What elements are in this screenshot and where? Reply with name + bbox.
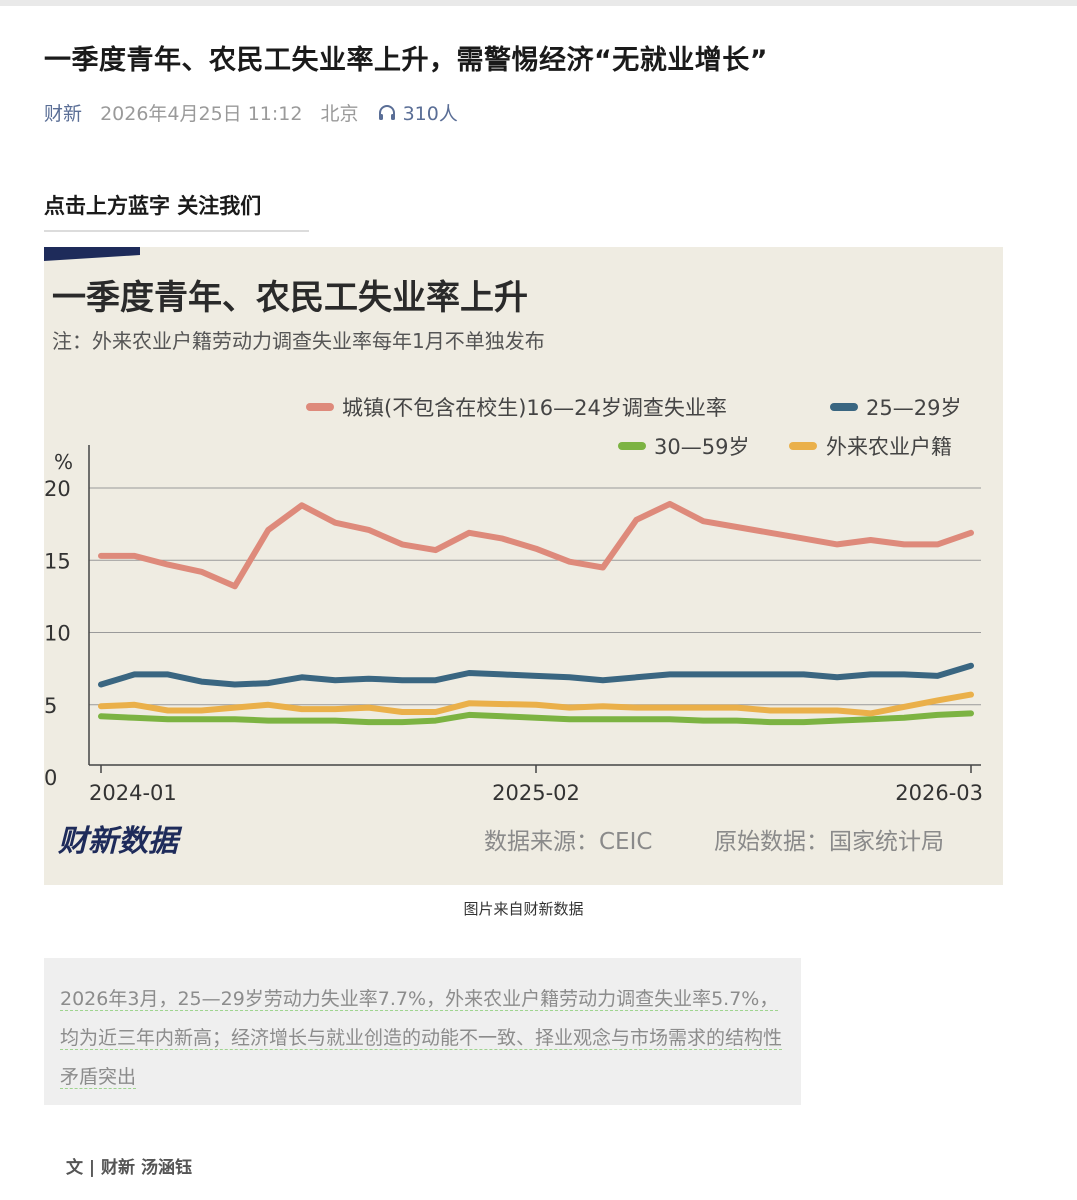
series-line-1 xyxy=(98,662,974,688)
legend-label-migrant: 外来农业户籍 xyxy=(826,435,952,459)
legend-label-30-59: 30—59岁 xyxy=(654,435,749,459)
chart-subtitle: 注：外来农业户籍劳动力调查失业率每年1月不单独发布 xyxy=(52,329,545,353)
legend-label-16-24: 城镇(不包含在校生)16—24岁调查失业率 xyxy=(342,396,727,420)
x-axis-ticks: 2024-01 2025-02 2026-03 xyxy=(89,765,983,805)
publish-location: 北京 xyxy=(320,103,359,125)
series-line-2 xyxy=(98,710,974,726)
y-tick-label: 0 xyxy=(44,766,57,790)
series-line-0 xyxy=(98,500,974,590)
y-tick-label: 15 xyxy=(44,549,71,573)
series-line-3 xyxy=(98,691,974,717)
top-bar xyxy=(0,0,1077,6)
data-source: 数据来源：CEIC xyxy=(484,829,652,855)
article-title: 一季度青年、农民工失业率上升，需警惕经济“无就业增长” xyxy=(44,45,768,76)
headphones-icon xyxy=(378,105,395,120)
series-lines xyxy=(98,500,974,726)
x-tick-label: 2026-03 xyxy=(895,781,983,805)
figure-caption: 图片来自财新数据 xyxy=(463,900,584,918)
corner-accent xyxy=(44,247,140,261)
y-axis-ticks: 0 5 10 15 20 xyxy=(44,477,71,790)
y-axis-unit: % xyxy=(54,450,73,474)
x-tick-label: 2024-01 xyxy=(89,781,177,805)
legend: 城镇(不包含在校生)16—24岁调查失业率 25—29岁 30—59岁 外来农业… xyxy=(306,396,961,459)
x-tick-label: 2025-02 xyxy=(492,781,580,805)
byline: 文 | 财新 汤涵钰 xyxy=(66,1158,192,1178)
y-tick-label: 10 xyxy=(44,622,71,646)
y-tick-label: 5 xyxy=(44,694,57,718)
article-meta: 财新 2026年4月25日 11:12 北京 310人 xyxy=(44,99,482,126)
listener-count: 310人 xyxy=(402,103,458,125)
follow-prompt[interactable]: 点击上方蓝字 关注我们 xyxy=(44,190,309,232)
publish-datetime: 2026年4月25日 11:12 xyxy=(100,103,303,125)
source-link[interactable]: 财新 xyxy=(44,103,83,125)
legend-label-25-29: 25—29岁 xyxy=(866,396,961,420)
summary-quote: 2026年3月，25—29岁劳动力失业率7.7%，外来农业户籍劳动力调查失业率5… xyxy=(44,958,801,1105)
y-tick-label: 20 xyxy=(44,477,71,501)
brand-logo: 财新数据 xyxy=(57,824,183,859)
chart-figure: 一季度青年、农民工失业率上升 注：外来农业户籍劳动力调查失业率每年1月不单独发布… xyxy=(44,247,1003,885)
unemployment-line-chart: 一季度青年、农民工失业率上升 注：外来农业户籍劳动力调查失业率每年1月不单独发布… xyxy=(44,247,1003,885)
summary-quote-text: 2026年3月，25—29岁劳动力失业率7.7%，外来农业户籍劳动力调查失业率5… xyxy=(60,988,783,1089)
chart-title: 一季度青年、农民工失业率上升 xyxy=(52,278,528,318)
listen-button[interactable]: 310人 xyxy=(377,103,470,125)
data-origin: 原始数据：国家统计局 xyxy=(714,829,944,855)
